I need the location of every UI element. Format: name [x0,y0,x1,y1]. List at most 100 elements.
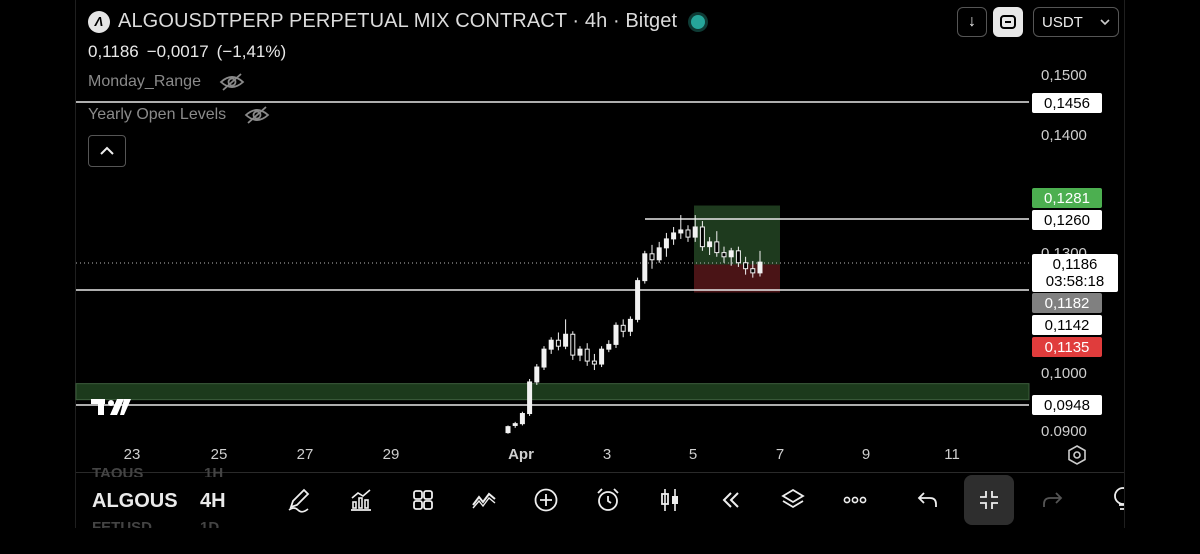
time-tick: 7 [775,446,785,463]
candle-body [505,426,511,434]
time-tick: 25 [210,446,228,463]
currency-select[interactable]: USDT [1033,7,1119,37]
strategy-button[interactable] [469,485,499,515]
candle-body [642,253,648,282]
candle-body [620,324,626,332]
candle [699,221,705,251]
price-tick: 0,0900 [1041,423,1087,436]
undo-button[interactable] [913,485,943,515]
eye-off-icon[interactable] [244,105,270,125]
active-timeframe[interactable]: 4H [200,490,226,512]
candle-body [555,339,561,347]
candle [599,346,605,368]
price-tick: 0,1500 [1041,67,1087,84]
candle-body [599,348,605,365]
currency-value: USDT [1042,13,1083,31]
candle [548,337,554,354]
candle [584,343,590,366]
exit-fullscreen-button[interactable] [964,475,1014,525]
candle-body [728,250,734,258]
fullscreen-exit-icon [980,491,998,509]
candle [591,353,597,371]
bottom-toolbar: TAOUS 1H ALGOUS 4H FETUSD 1D [76,465,1124,528]
candle-body [649,253,655,261]
candle-body [685,229,691,238]
loss-zone [694,264,780,293]
download-button[interactable]: ↓ [957,7,987,37]
exchange-logo-icon: Λ [88,10,110,33]
candle-body [613,324,619,345]
undo-icon [917,492,937,507]
time-tick: 11 [944,446,960,463]
watchlist-prev-symbol[interactable]: TAOUS [92,465,144,477]
level-badge: 0,1456 [1032,93,1102,113]
candle [563,319,569,350]
symbol-title: ALGOUSDTPERP PERPETUAL MIX CONTRACT · 4h… [118,10,678,32]
time-tick: 5 [688,446,698,463]
candle-countdown: 03:58:18 [1045,273,1105,290]
candle-body [519,413,525,425]
candle [570,331,576,360]
candle [505,425,511,434]
snapshot-button[interactable] [993,7,1023,37]
screenshot-icon [1000,15,1016,29]
candle [534,364,540,385]
candle [555,332,561,351]
replay-button[interactable] [716,485,746,515]
eye-off-icon[interactable] [219,72,245,92]
candle-body [656,247,662,261]
redo-button[interactable] [1037,485,1067,515]
object-tree-button[interactable] [778,485,808,515]
plus-circle-icon [534,488,558,512]
indicators-button[interactable] [346,485,376,515]
candle [685,225,691,242]
candle-body [541,348,547,368]
price-change: −0,0017 [146,42,209,61]
level-badge: 0,0948 [1032,395,1102,415]
stop-loss-badge: 0,1135 [1032,337,1102,357]
candle [656,241,662,263]
chart-frame-right [1124,0,1125,528]
candle [649,244,655,269]
candle-body [512,423,518,426]
candle [750,260,756,278]
time-tick: Apr [508,446,534,463]
candle-body [735,250,741,264]
last-price: 0,1186 [88,42,139,61]
candle [635,277,641,323]
watchlist-prev-tf: 1H [204,465,224,477]
candle [642,250,648,284]
candle [757,250,763,277]
indicator-monday-range[interactable]: Monday_Range [88,72,245,92]
active-symbol[interactable]: ALGOUS [92,490,178,512]
draw-tool-button[interactable] [284,485,314,515]
candle-body [584,348,590,362]
watchlist-next-symbol[interactable]: FETUSD [92,519,152,528]
indicator-yearly-open[interactable]: Yearly Open Levels [88,105,270,125]
candle-body [563,333,569,347]
chart-type-button[interactable] [655,485,685,515]
watchlist-next-tf: 1D [200,519,220,528]
collapse-indicators-button[interactable] [88,135,126,167]
add-button[interactable] [531,485,561,515]
symbol-header[interactable]: Λ ALGOUSDTPERP PERPETUAL MIX CONTRACT · … [88,10,706,33]
candle-body [699,226,705,248]
candle [714,231,720,257]
candle [527,378,533,416]
candle [707,237,713,255]
candle [541,346,547,371]
more-button[interactable] [840,485,870,515]
settings-icon[interactable] [1067,445,1087,465]
alert-button[interactable] [593,485,623,515]
candle-body [714,241,720,254]
candle [613,322,619,348]
entry-badge: 0,1182 [1032,293,1102,313]
layout-button[interactable] [408,485,438,515]
candle [671,226,677,245]
ideas-button[interactable] [1110,485,1124,515]
candle-body [548,339,554,350]
candles-icon [661,489,678,511]
support-zone [75,383,1030,401]
indicators-icon [351,489,371,511]
